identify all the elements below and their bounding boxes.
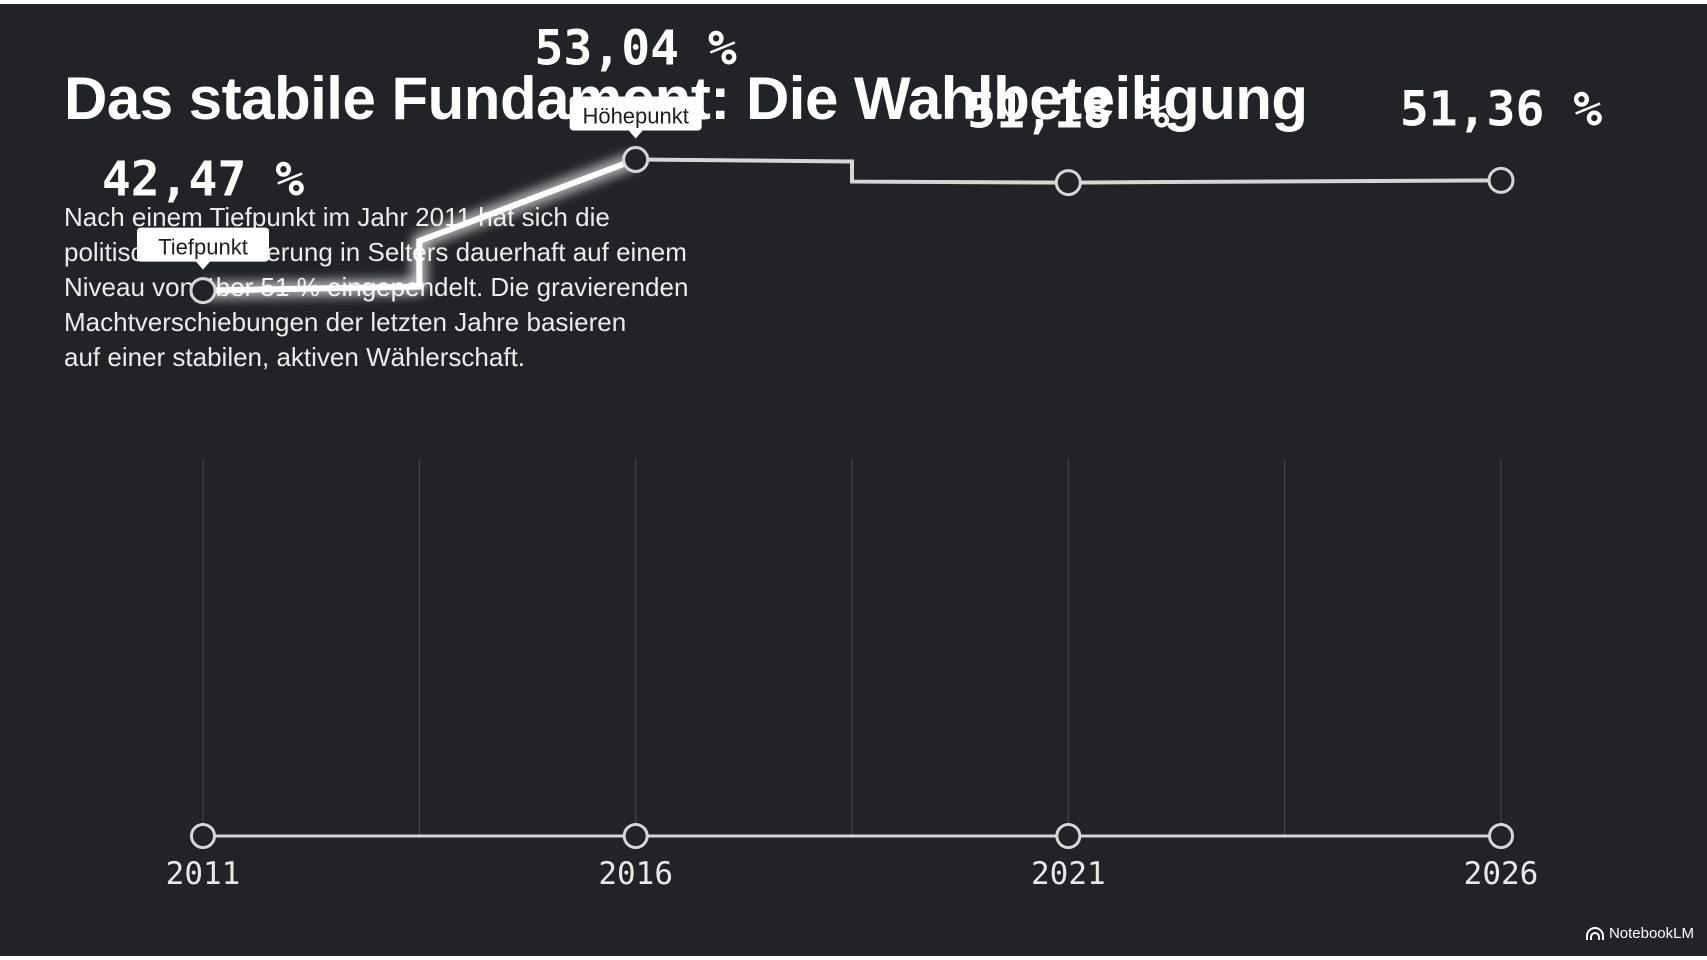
x-axis-marker <box>1488 823 1514 849</box>
description: Nach einem Tiefpunkt im Jahr 2011 hat si… <box>64 200 824 375</box>
data-point <box>189 277 217 305</box>
description-line: Nach einem Tiefpunkt im Jahr 2011 hat si… <box>64 202 610 232</box>
data-point <box>1487 166 1515 194</box>
description-line: auf einer stabilen, aktiven Wählerschaft… <box>64 342 526 372</box>
x-tick-label: 2011 <box>166 856 241 892</box>
data-point <box>1054 169 1082 197</box>
x-tick-label: 2021 <box>1031 856 1106 892</box>
slide: Das stabile Fundament: Die Wahlbeteiligu… <box>0 4 1707 956</box>
series-line-highlight <box>202 156 637 294</box>
data-label: 42,47 % <box>102 152 304 208</box>
data-label: 51,18 % <box>967 84 1169 140</box>
watermark-label: NotebookLM <box>1608 925 1694 942</box>
annotation-box <box>569 96 702 139</box>
data-label: 51,36 % <box>1400 81 1602 137</box>
x-axis-marker <box>622 823 649 849</box>
notebooklm-logo-icon <box>1585 926 1604 940</box>
annotation-label: Höhepunkt <box>582 104 688 129</box>
watermark: NotebookLM <box>1585 925 1694 942</box>
data-label: 53,04 % <box>535 21 737 77</box>
turnout-line-chart: 2011 2016 2021 2026 42,47 % Tiefpunkt 53,04 %… <box>102 21 1602 892</box>
x-axis-marker <box>190 823 216 849</box>
x-axis-marker <box>1055 823 1082 849</box>
annotation-label: Tiefpunkt <box>158 235 248 260</box>
data-point <box>622 146 650 174</box>
x-tick-label: 2026 <box>1464 856 1539 892</box>
series-line <box>635 157 1502 185</box>
annotation-callout: Tiefpunkt <box>137 227 269 270</box>
annotation-callout: Höhepunkt <box>569 96 702 139</box>
annotation-box <box>137 227 269 270</box>
description-line: Machtverschiebungen der letzten Jahre ba… <box>64 307 627 337</box>
x-tick-label: 2016 <box>598 856 673 892</box>
